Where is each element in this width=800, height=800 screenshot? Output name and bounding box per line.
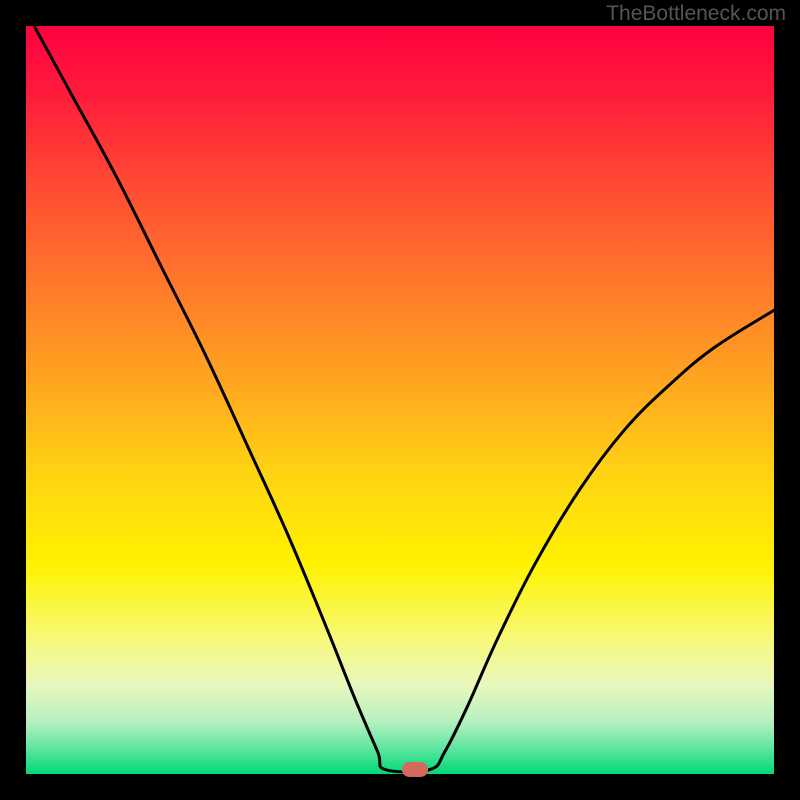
bottleneck-chart — [0, 0, 800, 800]
watermark-text: TheBottleneck.com — [606, 2, 786, 26]
chart-container: TheBottleneck.com — [0, 0, 800, 800]
vertex-marker — [402, 762, 428, 777]
plot-area — [26, 26, 774, 774]
